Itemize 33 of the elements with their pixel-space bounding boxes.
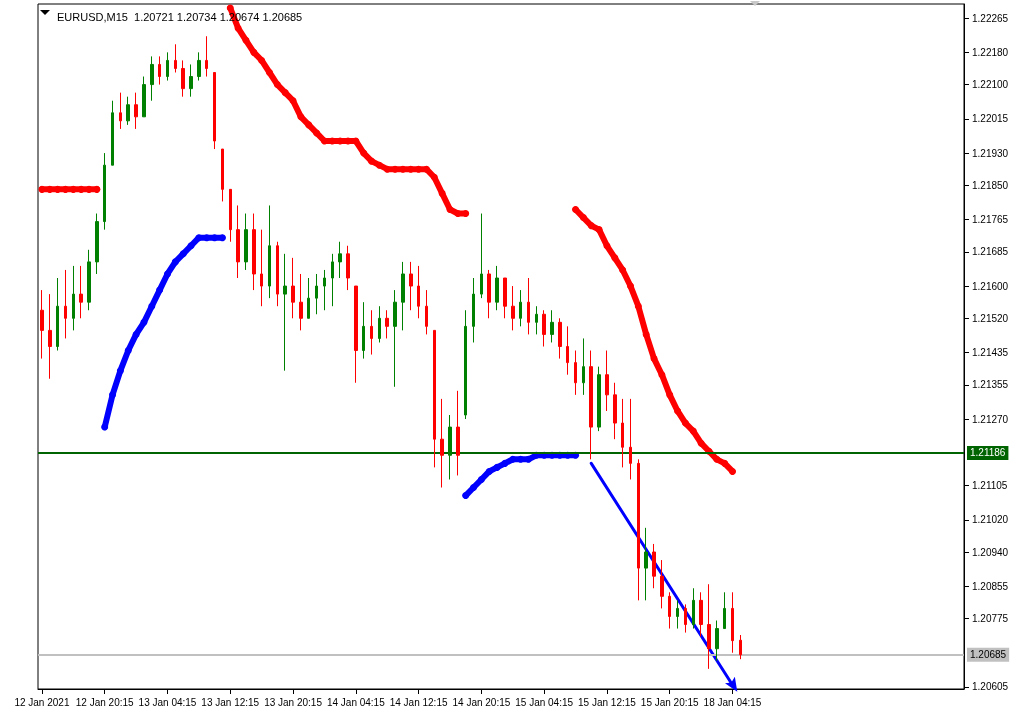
- x-tick-label: 14 Jan 04:15: [326, 696, 386, 708]
- y-tick-label: 1.21600: [972, 280, 1009, 292]
- x-tick-label: 14 Jan 20:15: [452, 696, 511, 708]
- ref-line-label: 1.21186: [970, 447, 1006, 459]
- x-tick-label: 18 Jan 04:15: [703, 696, 762, 708]
- y-tick-label: 1.20775: [972, 612, 1009, 624]
- x-tick-label: 15 Jan 12:15: [578, 696, 637, 708]
- y-tick-label: 1.21435: [972, 347, 1009, 359]
- y-tick-label: 1.21355: [972, 379, 1009, 391]
- y-tick-label: 1.20855: [972, 580, 1009, 592]
- x-tick-label: 12 Jan 2021: [14, 696, 70, 708]
- y-tick-label: 1.20605: [972, 681, 1009, 693]
- y-tick-label: 1.21270: [972, 413, 1009, 425]
- y-tick-label: 1.22180: [972, 46, 1009, 58]
- y-tick-label: 1.21850: [972, 179, 1009, 191]
- x-tick-label: 13 Jan 20:15: [264, 696, 323, 708]
- y-tick-label: 1.21105: [972, 480, 1008, 492]
- x-tick-label: 15 Jan 04:15: [515, 696, 574, 708]
- x-tick-label: 15 Jan 20:15: [640, 696, 700, 708]
- x-tick-label: 14 Jan 12:15: [389, 696, 448, 708]
- y-tick-label: 1.21930: [972, 147, 1009, 159]
- y-tick-label: 1.22265: [972, 12, 1009, 24]
- y-tick-label: 1.22100: [972, 79, 1009, 91]
- y-tick-label: 1.21520: [972, 312, 1009, 324]
- y-tick-label: 1.20940: [972, 546, 1009, 558]
- y-tick-label: 1.21765: [972, 214, 1009, 226]
- y-tick-label: 1.22015: [972, 113, 1009, 125]
- x-tick-label: 13 Jan 04:15: [138, 696, 197, 708]
- y-tick-label: 1.21020: [972, 514, 1009, 526]
- y-tick-label: 1.21685: [972, 246, 1009, 258]
- x-tick-label: 13 Jan 12:15: [201, 696, 260, 708]
- x-tick-label: 12 Jan 20:15: [75, 696, 135, 708]
- ref-line-label: 1.20685: [970, 649, 1007, 661]
